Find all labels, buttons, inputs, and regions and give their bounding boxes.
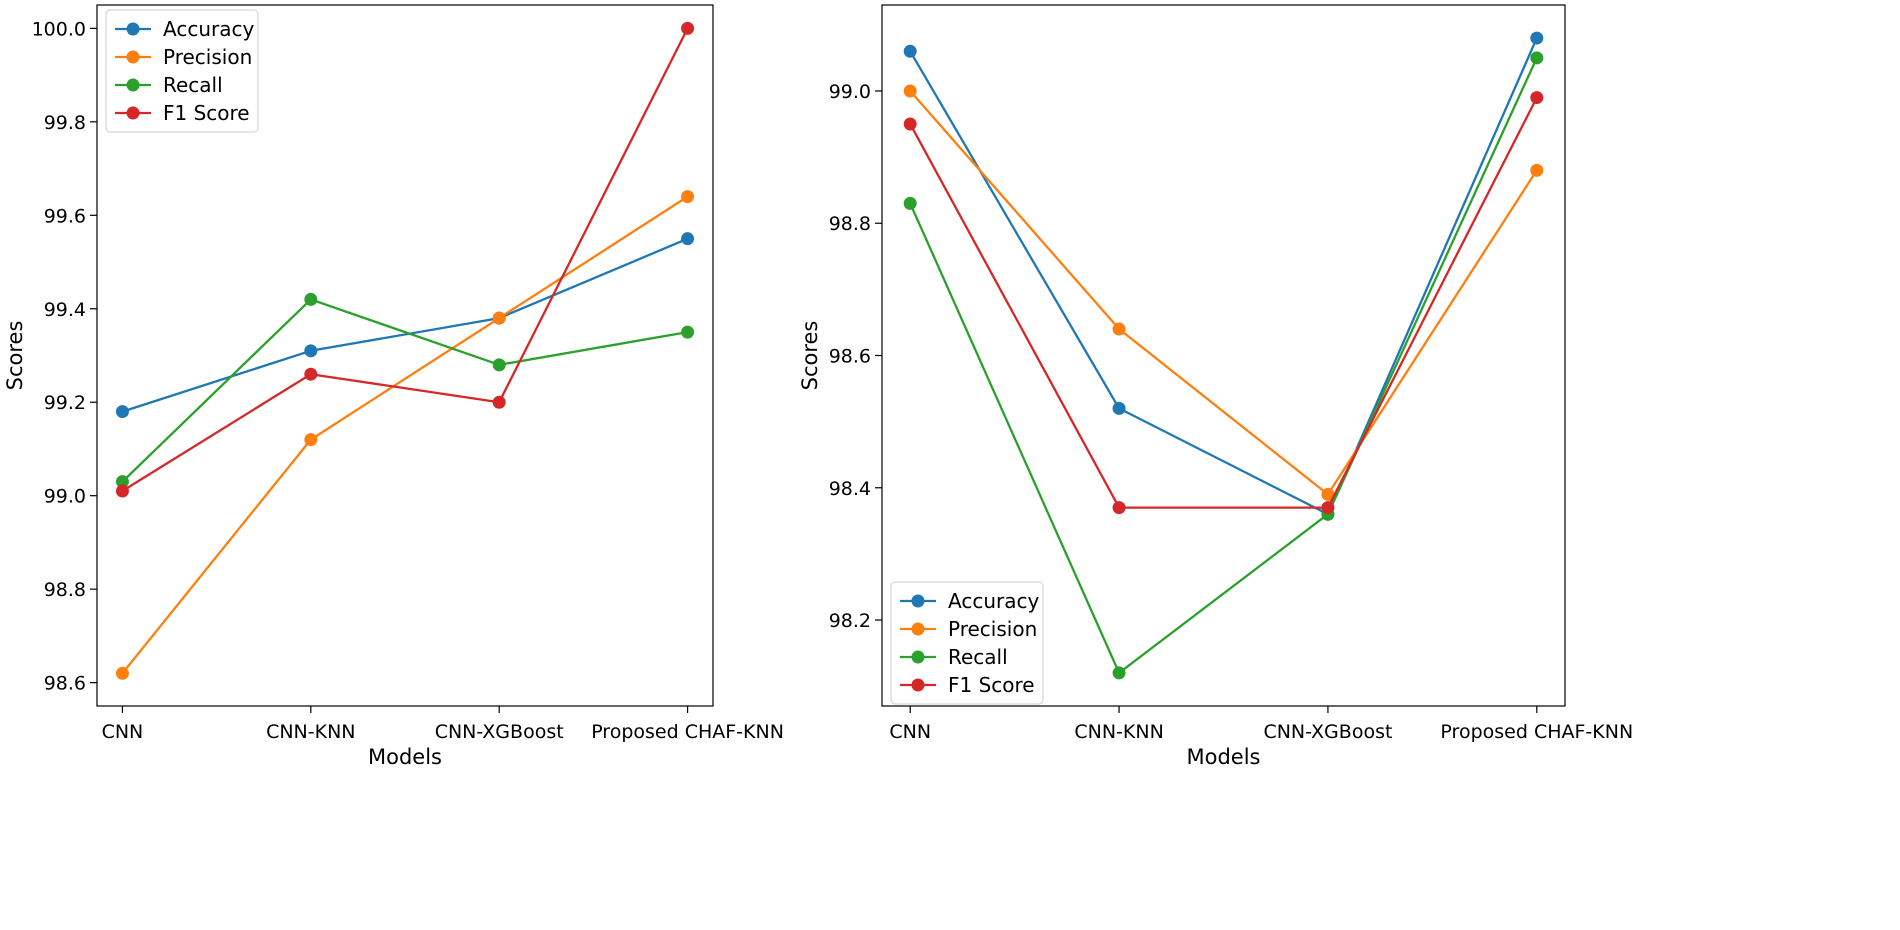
data-point-precision [681,190,695,204]
data-point-recall [1530,51,1544,65]
legend-marker [911,594,925,608]
x-tick-label: Proposed CHAF-KNN [591,721,784,743]
data-point-recall [1112,666,1126,680]
legend-box [105,9,259,133]
y-tick-label: 99.0 [829,81,871,103]
data-point-recall [681,325,695,339]
y-tick-label: 99.8 [44,112,86,134]
legend-label: F1 Score [948,673,1035,697]
series-line-recall [909,57,1538,675]
x-tick-label: CNN-XGBoost [435,721,564,743]
legend-marker [911,650,925,664]
data-point-recall [492,358,506,372]
x-tick-label: CNN [889,721,931,743]
legend-label: Accuracy [163,17,254,41]
legend-marker [911,622,925,636]
y-axis-label: Scores [798,321,822,391]
data-point-f1-score [115,484,129,498]
x-tick-label: CNN-KNN [266,721,355,743]
data-point-f1-score [304,367,318,381]
series-line-accuracy [122,237,689,413]
x-axis-label: Models [368,745,442,769]
chart-left: 98.6 98.8 99.0 99.2 99.4 99.6 99.8 100.0 CNN CNN-… [3,4,784,769]
data-point-f1-score [1112,501,1126,515]
data-point-accuracy [681,232,695,246]
data-point-accuracy [1530,31,1544,45]
data-point-precision [115,666,129,680]
y-tick-label: 98.8 [829,213,871,235]
data-point-recall [304,292,318,306]
series-line-f1-score [909,97,1538,509]
chart-right: 98.2 98.4 98.6 98.8 99.0 CNN CNN-KNN CNN-XGBoos… [798,4,1633,769]
data-point-f1-score [681,21,695,35]
series-line-precision [121,195,689,675]
legend-marker [911,678,925,692]
data-point-recall [115,475,129,489]
y-tick-label: 98.6 [829,346,871,368]
x-tick-label: CNN-XGBoost [1263,721,1392,743]
y-tick-label: 99.4 [44,299,86,321]
data-point-accuracy [115,405,129,419]
x-tick-label: CNN [102,721,144,743]
data-point-f1-score [903,117,917,131]
data-point-f1-score [1530,91,1544,105]
legend-label: F1 Score [163,101,250,125]
series-line-accuracy [909,37,1538,516]
series-line-f1-score [121,27,689,492]
y-tick-label: 100.0 [32,18,86,40]
data-point-recall [903,196,917,210]
data-point-precision [1112,322,1126,336]
series-line-recall [121,298,688,483]
y-tick-label: 99.6 [44,205,86,227]
y-tick-label: 98.8 [44,579,86,601]
y-tick-label: 99.0 [44,486,86,508]
legend-label: Recall [948,645,1008,669]
data-point-precision [304,433,318,447]
data-point-f1-score [1321,501,1335,515]
y-tick-label: 99.2 [44,392,86,414]
legend-label: Precision [948,617,1037,641]
x-tick-label: CNN-KNN [1074,721,1163,743]
y-tick-label: 98.4 [829,478,871,500]
legend-marker [126,106,140,120]
y-tick-label: 98.6 [44,673,86,695]
data-point-precision [1530,163,1544,177]
axes-frame [96,4,714,707]
y-axis-label: Scores [3,321,27,391]
data-point-precision [1321,487,1335,501]
data-point-precision [492,311,506,325]
legend-marker [126,22,140,36]
legend-label: Recall [163,73,223,97]
legend-box [890,581,1044,705]
x-tick-label: Proposed CHAF-KNN [1440,721,1633,743]
series-line-precision [909,90,1538,496]
x-axis-label: Models [1187,745,1261,769]
data-point-accuracy [903,44,917,58]
legend-marker [126,78,140,92]
legend-label: Precision [163,45,252,69]
data-point-accuracy [304,344,318,358]
data-point-accuracy [1112,401,1126,415]
data-point-precision [903,84,917,98]
legend-label: Accuracy [948,589,1039,613]
legend-marker [126,50,140,64]
y-tick-label: 98.2 [829,610,871,632]
data-point-f1-score [492,395,506,409]
